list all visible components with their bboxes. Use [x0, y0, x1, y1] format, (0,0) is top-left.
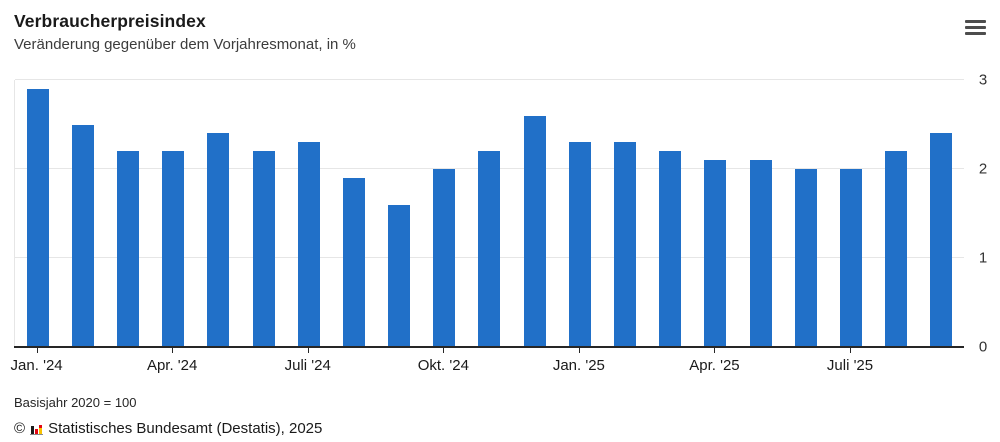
bar-slot: [874, 80, 919, 347]
x-axis-labels: Jan. '24 Apr. '24 Juli '24 Okt. '24 Jan. '25…: [10, 357, 963, 377]
gridline-3: [15, 79, 964, 80]
bar-slot: [15, 80, 60, 347]
bar[interactable]: [342, 177, 365, 347]
y-tick-label: 0: [978, 338, 988, 356]
x-tick-label: Juli '25: [826, 357, 874, 374]
hamburger-menu-icon: [965, 25, 986, 30]
bar-slot: [783, 80, 828, 347]
x-axis-baseline: [14, 346, 964, 348]
bar[interactable]: [794, 169, 817, 347]
bar-slot: [512, 80, 557, 347]
base-year-note: Basisjahr 2020 = 100: [14, 395, 137, 410]
bar[interactable]: [704, 160, 727, 347]
bar[interactable]: [885, 151, 908, 347]
bar-slot: [241, 80, 286, 347]
x-tick: [578, 348, 580, 353]
x-tick: [714, 348, 716, 353]
chart-subtitle: Veränderung gegenüber dem Vorjahresmonat…: [14, 36, 356, 53]
bar[interactable]: [478, 151, 501, 347]
bar[interactable]: [116, 151, 139, 347]
bar[interactable]: [207, 133, 230, 347]
bar[interactable]: [388, 204, 411, 347]
x-tick-label: Jan. '24: [10, 357, 63, 374]
x-tick-label: Apr. '25: [689, 357, 740, 374]
bar[interactable]: [297, 142, 320, 347]
bar[interactable]: [839, 169, 862, 347]
bar-slot: [377, 80, 422, 347]
bar-slot: [60, 80, 105, 347]
x-tick: [172, 348, 174, 353]
bar[interactable]: [568, 142, 591, 347]
chart-title: Verbraucherpreisindex: [14, 11, 206, 31]
x-tick-label: Jan. '25: [552, 357, 605, 374]
plot-area: [14, 79, 964, 348]
bar-slot: [648, 80, 693, 347]
hamburger-menu-icon: [965, 31, 986, 35]
bar-slot: [919, 80, 964, 347]
bar-slot: [196, 80, 241, 347]
bar[interactable]: [930, 133, 953, 347]
bar-slot: [602, 80, 647, 347]
copyright-symbol: ©: [14, 420, 26, 437]
bar-slot: [331, 80, 376, 347]
bar[interactable]: [749, 160, 772, 347]
x-axis-ticks: [14, 348, 963, 354]
bar-slot: [738, 80, 783, 347]
x-tick: [36, 348, 38, 353]
x-tick-label: Juli '24: [284, 357, 331, 374]
bar[interactable]: [252, 151, 275, 347]
bar-slot: [693, 80, 738, 347]
x-tick: [443, 348, 445, 353]
bar[interactable]: [523, 115, 546, 347]
source-text: Statistisches Bundesamt (Destatis), 2025: [48, 420, 323, 437]
bar-slot: [467, 80, 512, 347]
bar-slot: [828, 80, 873, 347]
hamburger-menu-icon: [965, 20, 986, 24]
bar[interactable]: [433, 169, 456, 347]
x-tick-label: Apr. '24: [146, 357, 198, 374]
bar-slot: [151, 80, 196, 347]
bar[interactable]: [614, 142, 637, 347]
y-tick-label: 2: [978, 160, 988, 178]
source-line: © Statistisches Bundesamt (Destatis), 20…: [14, 420, 322, 437]
x-tick-label: Okt. '24: [417, 357, 469, 374]
bar[interactable]: [71, 124, 94, 347]
x-tick: [850, 348, 852, 353]
x-tick: [307, 348, 309, 353]
bar[interactable]: [162, 151, 185, 347]
y-axis: 0 1 2 3: [971, 73, 995, 355]
bar[interactable]: [659, 151, 682, 347]
bar[interactable]: [26, 88, 49, 347]
y-tick-label: 1: [978, 249, 988, 267]
bar-slot: [557, 80, 602, 347]
bar-slot: [286, 80, 331, 347]
bars: [15, 80, 964, 347]
bar-slot: [105, 80, 150, 347]
bar-slot: [422, 80, 467, 347]
destatis-logo-icon: [30, 423, 44, 435]
y-tick-label: 3: [978, 71, 988, 89]
chart-menu-button[interactable]: [965, 20, 987, 35]
